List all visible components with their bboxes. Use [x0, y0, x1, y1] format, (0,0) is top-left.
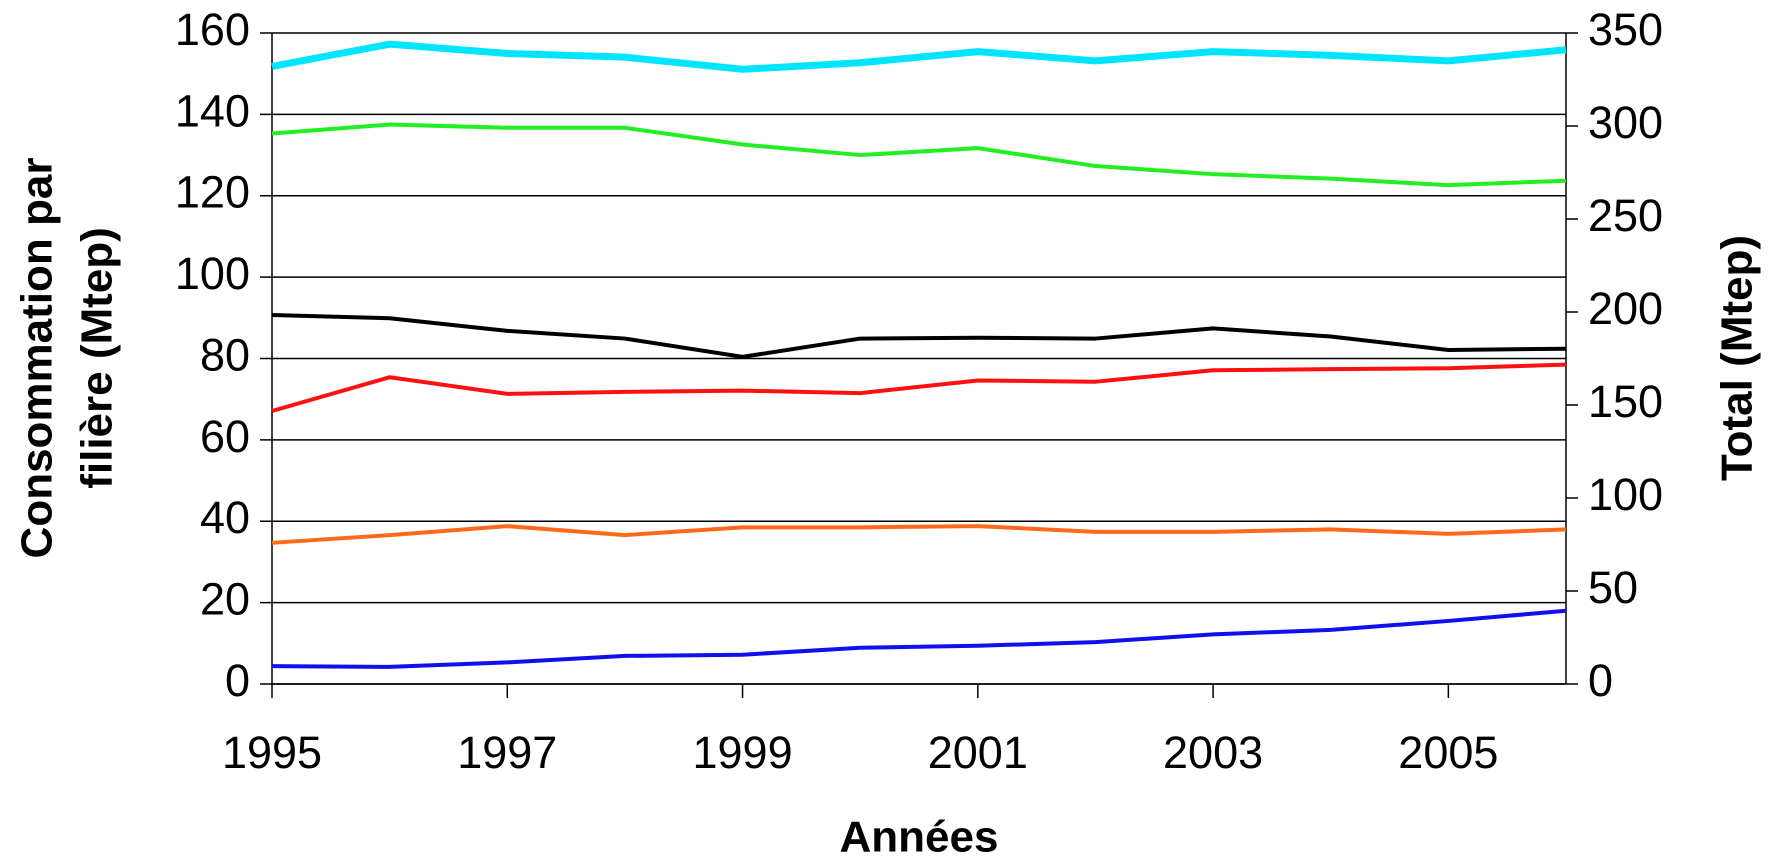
series-line — [271, 608, 1567, 669]
y-axis-title: filière (Mtep) — [73, 227, 122, 489]
series-line — [271, 362, 1567, 413]
y-tick-label: 120 — [175, 167, 250, 218]
x-tick-label: 2005 — [1398, 727, 1498, 778]
y-tick-label: 80 — [200, 329, 250, 380]
y-tick-label: 0 — [225, 655, 250, 706]
x-tick-label: 2003 — [1163, 727, 1263, 778]
y2-tick-label: 300 — [1588, 97, 1663, 148]
y2-tick-label: 200 — [1588, 283, 1663, 334]
y-axis-title: Consommation par — [13, 158, 62, 559]
x-tick-label: 1999 — [692, 727, 792, 778]
y-tick-label: 20 — [200, 574, 250, 625]
series-line — [271, 312, 1567, 359]
y2-tick-label: 350 — [1588, 4, 1663, 55]
y2-tick-label: 50 — [1588, 562, 1638, 613]
y2-tick-label: 0 — [1588, 655, 1613, 706]
y2-axis-title: Total (Mtep) — [1713, 235, 1762, 481]
y2-tick-label: 100 — [1588, 469, 1663, 520]
y-tick-label: 140 — [175, 85, 250, 136]
series-line — [271, 122, 1567, 188]
y2-tick-label: 150 — [1588, 376, 1663, 427]
y-tick-label: 100 — [175, 248, 250, 299]
x-tick-label: 1995 — [222, 727, 322, 778]
y-tick-label: 40 — [200, 492, 250, 543]
y-tick-label: 60 — [200, 411, 250, 462]
y-tick-label: 160 — [175, 4, 250, 55]
x-tick-label: 1997 — [457, 727, 557, 778]
x-tick-label: 2001 — [928, 727, 1028, 778]
series-line — [271, 524, 1567, 545]
y2-tick-label: 250 — [1588, 190, 1663, 241]
series-line — [271, 40, 1567, 73]
x-axis-title: Années — [840, 813, 999, 861]
